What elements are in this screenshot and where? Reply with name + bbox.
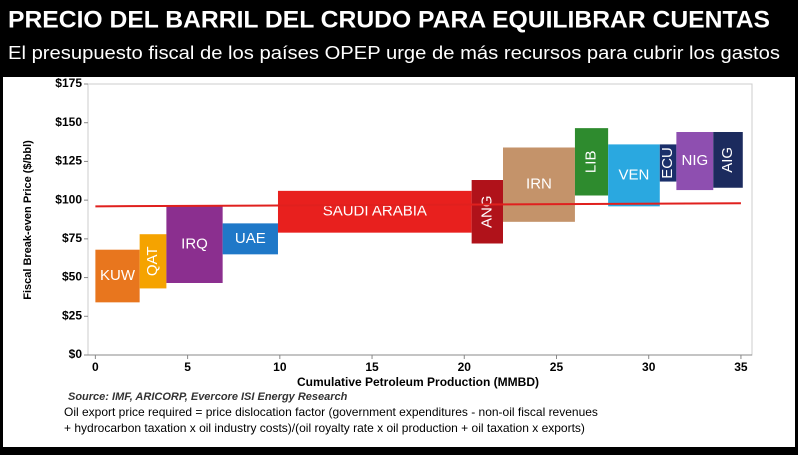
- bar: [608, 144, 660, 207]
- bar-label: IRN: [526, 176, 552, 193]
- x-tick-label: 5: [184, 360, 191, 374]
- bar-label: ECU: [659, 147, 676, 179]
- chart-subtitle: El presupuesto fiscal de los países OPEP…: [8, 43, 780, 63]
- bar-label: VEN: [619, 166, 650, 183]
- bar-label: SAUDI ARABIA: [323, 203, 427, 220]
- bar-label: AIG: [719, 147, 736, 173]
- x-tick-label: 20: [458, 360, 472, 374]
- source: Source: IMF, ARICORP, Evercore ISI Energ…: [68, 391, 348, 403]
- bar: [222, 223, 278, 255]
- bar: [659, 144, 677, 182]
- y-tick-label: $125: [55, 154, 82, 168]
- x-tick-label: 25: [550, 360, 564, 374]
- y-axis-title: Fiscal Break-even Price ($/bbl): [22, 140, 34, 300]
- bar-label: IRQ: [181, 236, 208, 253]
- x-tick-label: 35: [734, 360, 748, 374]
- reference-line: [95, 202, 741, 208]
- y-tick-label: $100: [55, 192, 82, 206]
- bar: [139, 234, 167, 289]
- bar-label: QAT: [144, 246, 161, 276]
- y-tick-label: $25: [62, 308, 82, 322]
- x-tick-label: 15: [365, 360, 379, 374]
- y-tick-label: $0: [69, 347, 83, 361]
- note-line: Oil export price required = price disloc…: [64, 405, 598, 419]
- y-tick-label: $75: [62, 231, 82, 245]
- bar: [471, 180, 503, 244]
- bar-label: KUW: [100, 267, 136, 284]
- bar: [166, 206, 223, 283]
- bar-label: UAE: [235, 230, 266, 247]
- note-line: + hydrocarbon taxation x oil industry co…: [64, 421, 585, 435]
- bar: [95, 249, 140, 303]
- x-tick-label: 10: [273, 360, 287, 374]
- bar: [713, 132, 743, 188]
- bar-label: NIG: [681, 152, 708, 169]
- y-tick-label: $50: [62, 270, 82, 284]
- y-tick-label: $150: [55, 115, 82, 129]
- x-tick-label: 0: [92, 360, 99, 374]
- x-tick-label: 30: [642, 360, 656, 374]
- bar-label: ANG: [478, 195, 495, 228]
- chart-title: PRECIO DEL BARRIL DEL CRUDO PARA EQUILIB…: [8, 6, 770, 33]
- bar: [676, 132, 714, 191]
- x-axis-title: Cumulative Petroleum Production (MMBD): [297, 375, 539, 389]
- bar: [277, 190, 472, 233]
- y-tick-label: $175: [55, 76, 82, 90]
- bar: [574, 128, 609, 196]
- bar: [503, 147, 575, 222]
- bar-label: LIB: [583, 151, 600, 174]
